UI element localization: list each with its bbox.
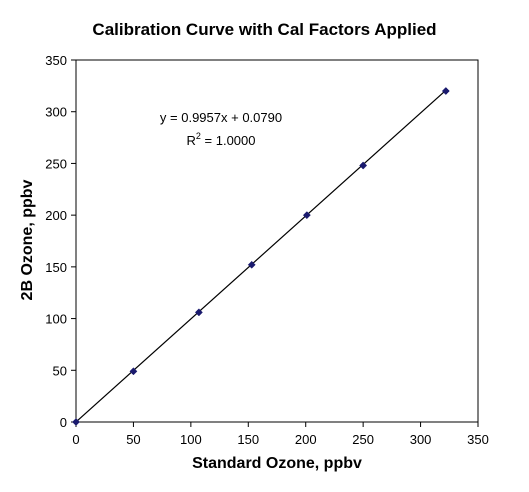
y-tick-label: 100	[45, 312, 67, 327]
y-tick-label: 200	[45, 208, 67, 223]
r-squared-superscript: 2	[196, 131, 201, 141]
y-tick-label: 250	[45, 156, 67, 171]
r-squared-prefix: R	[187, 133, 196, 148]
data-point	[302, 211, 311, 220]
x-axis-label: Standard Ozone, ppbv	[192, 455, 362, 472]
x-tick-label: 200	[295, 432, 317, 447]
x-tick-label: 300	[410, 432, 432, 447]
trendline	[75, 89, 447, 423]
data-point	[359, 161, 368, 170]
chart-title: Calibration Curve with Cal Factors Appli…	[92, 20, 437, 39]
x-tick-label: 0	[72, 432, 79, 447]
data-point	[441, 87, 450, 95]
data-point	[129, 367, 138, 376]
x-tick-label: 250	[352, 432, 374, 447]
x-tick-label: 100	[180, 432, 202, 447]
y-tick-label: 50	[53, 363, 67, 378]
data-point	[72, 418, 80, 426]
x-tick-label: 150	[237, 432, 259, 447]
plot-frame	[75, 59, 479, 423]
data-point	[247, 260, 256, 269]
trendline-equation: y = 0.9957x + 0.0790	[160, 110, 282, 125]
y-tick-label: 0	[60, 415, 67, 430]
x-tick-label: 50	[126, 432, 140, 447]
y-tick-label: 150	[45, 260, 67, 275]
y-tick-label: 350	[45, 53, 67, 68]
data-point	[194, 308, 203, 317]
r-squared-label: R2 = 1.0000	[187, 131, 256, 148]
y-tick-label: 300	[45, 105, 67, 120]
x-tick-label: 350	[467, 432, 489, 447]
r-squared-value: = 1.0000	[201, 133, 256, 148]
